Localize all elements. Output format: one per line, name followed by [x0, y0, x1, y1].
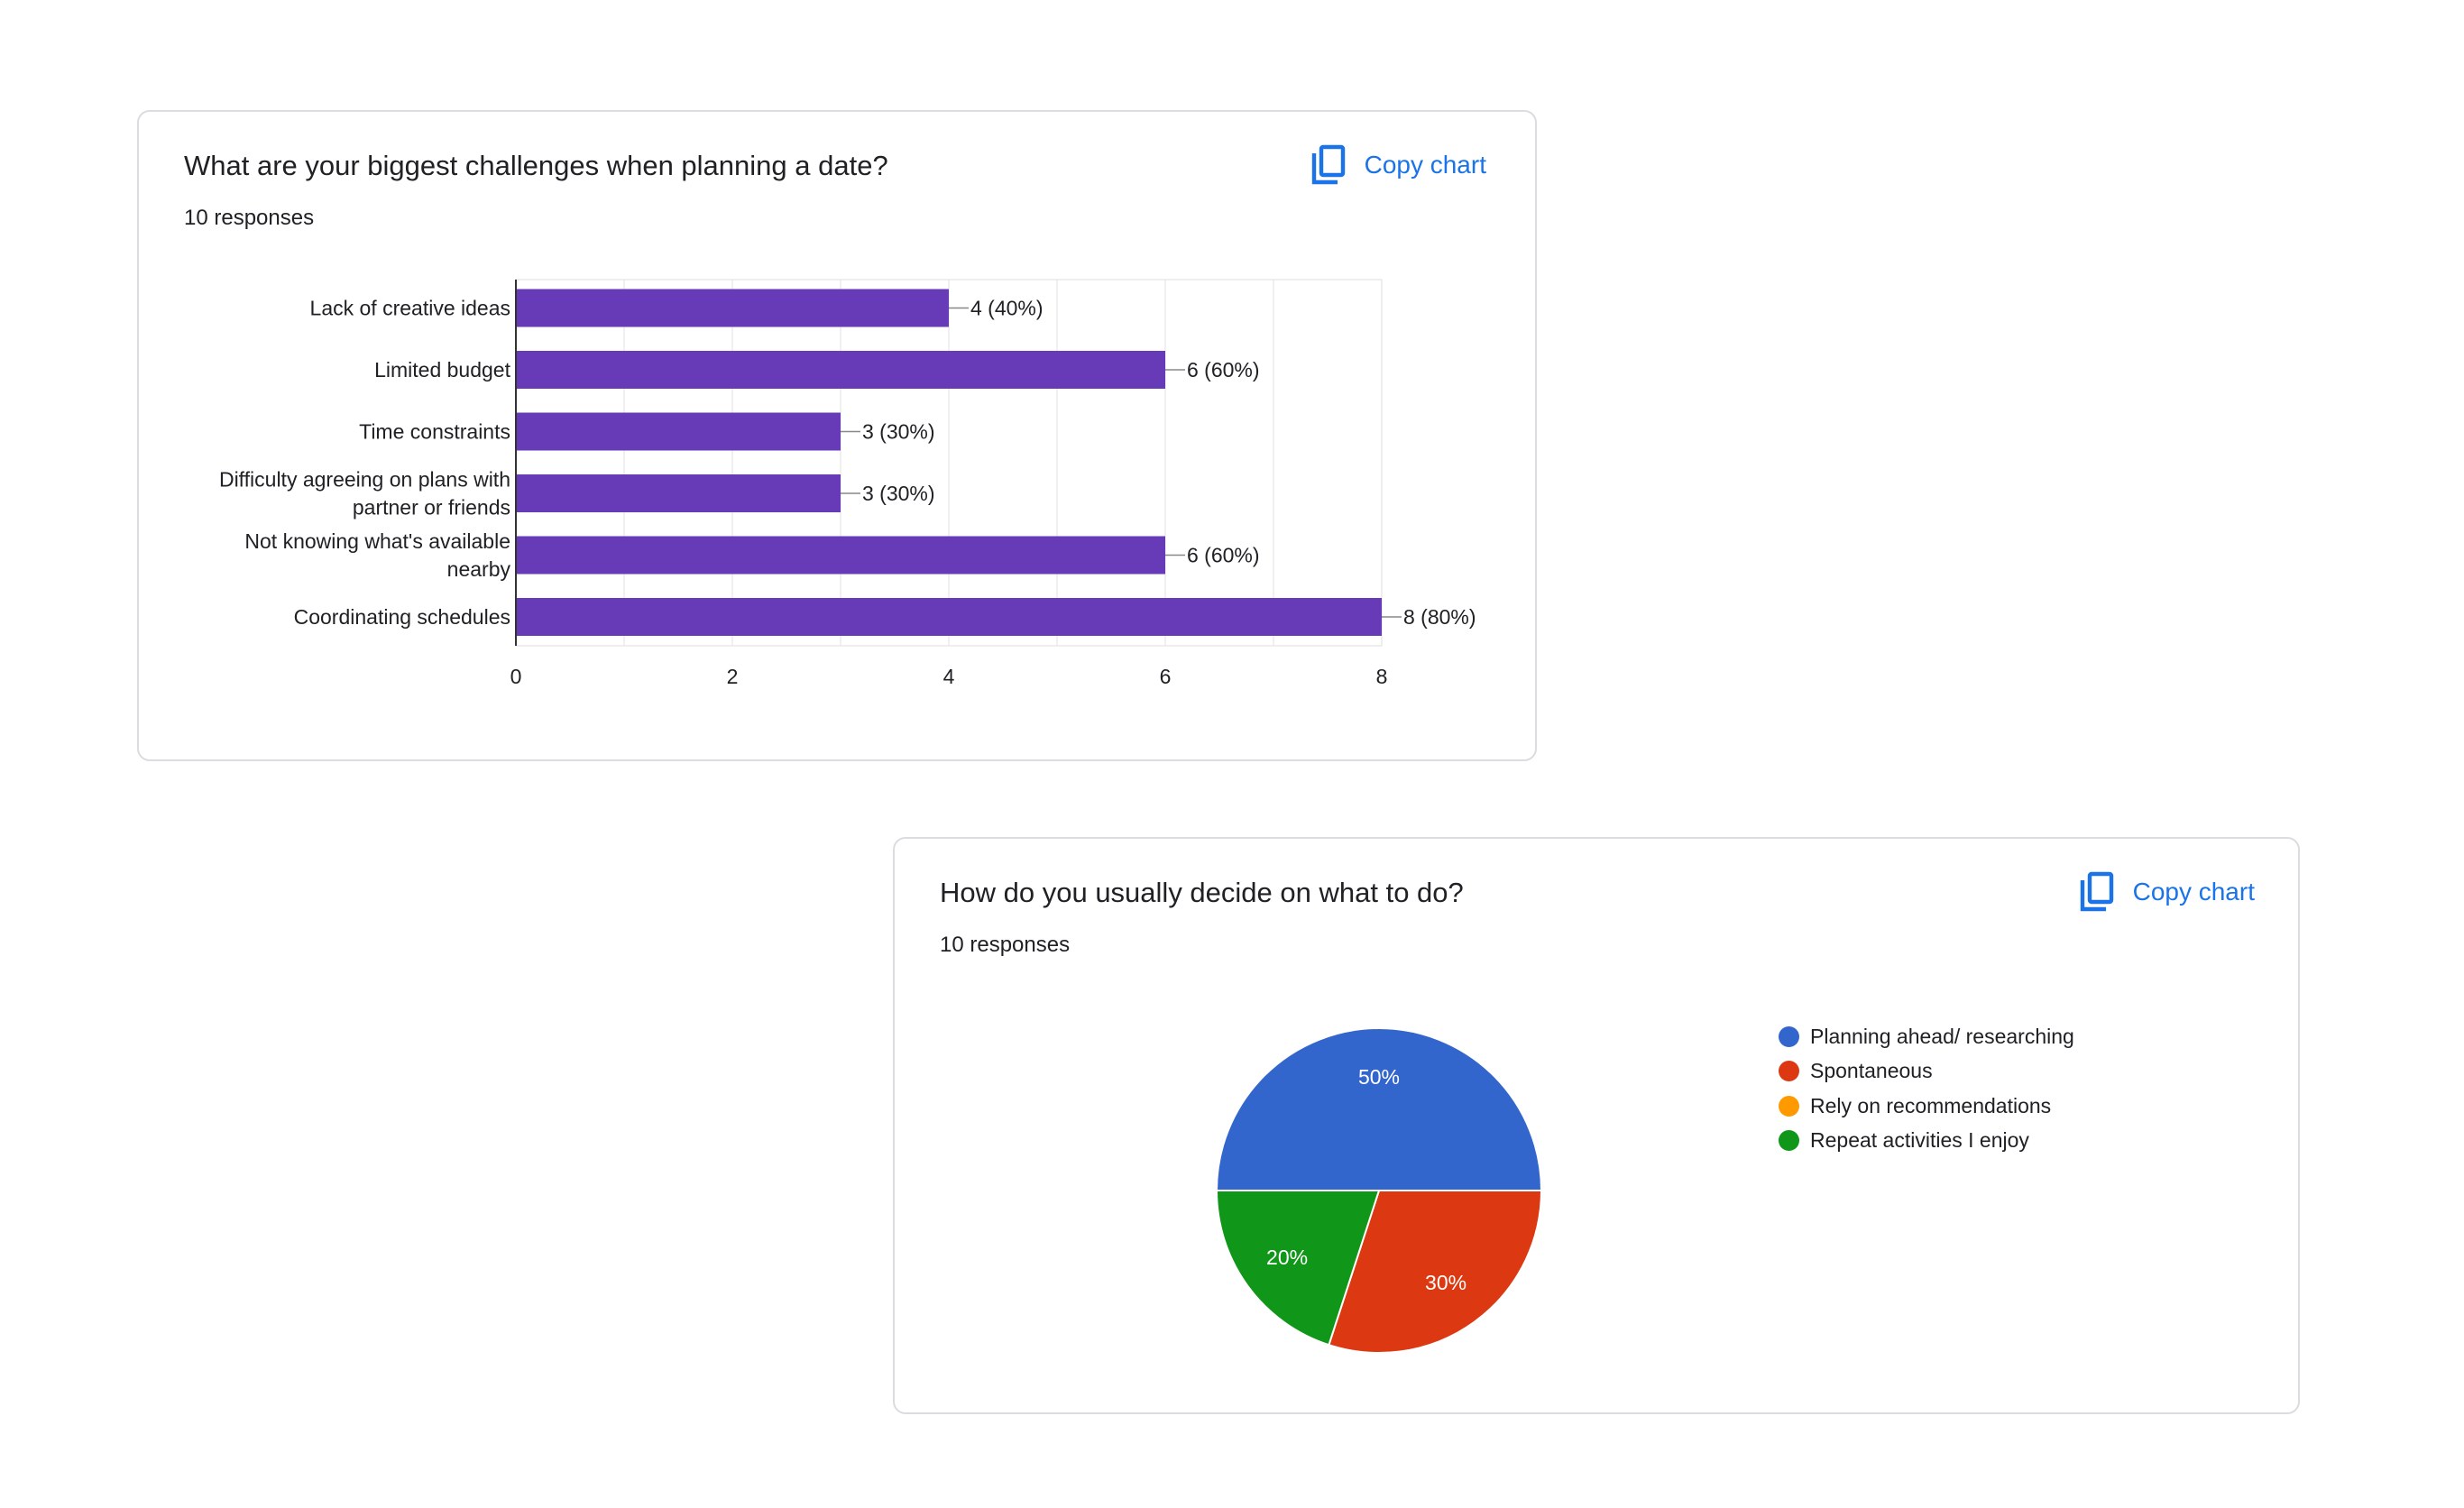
category-label: Coordinating schedules: [294, 605, 510, 629]
category-label: Limited budget: [374, 358, 510, 382]
legend-swatch: [1779, 1025, 1799, 1047]
bar: [516, 351, 1165, 389]
category-label: nearby: [447, 557, 511, 581]
legend-label: Spontaneous: [1810, 1059, 1933, 1083]
question-title: What are your biggest challenges when pl…: [184, 150, 888, 181]
category-label: partner or friends: [353, 496, 510, 520]
pie-slice: [1215, 1027, 1543, 1191]
category-label: Time constraints: [359, 420, 510, 444]
legend-item: Planning ahead/ researching: [1779, 1019, 2074, 1054]
x-tick-label: 4: [943, 665, 955, 688]
copy-icon: [2080, 871, 2113, 912]
slice-label: 30%: [1425, 1271, 1466, 1294]
legend-swatch: [1779, 1130, 1799, 1152]
legend-item: Rely on recommendations: [1779, 1089, 2074, 1124]
bar: [516, 289, 949, 327]
data-label: 3 (30%): [862, 482, 935, 505]
data-label: 4 (40%): [970, 297, 1044, 320]
legend-label: Rely on recommendations: [1810, 1093, 2052, 1117]
category-label: Not knowing what's available: [244, 529, 510, 553]
bar-chart-card: What are your biggest challenges when pl…: [137, 110, 1537, 761]
data-label: 3 (30%): [862, 420, 935, 444]
legend-label: Repeat activities I enjoy: [1810, 1128, 2029, 1153]
copy-chart-label: Copy chart: [2132, 878, 2255, 906]
bar: [516, 412, 841, 451]
pie-slice: [1328, 1190, 1543, 1354]
response-count: 10 responses: [940, 933, 1071, 957]
pie-legend: Planning ahead/ researching Spontaneous Re…: [1779, 1019, 2074, 1158]
data-label: 6 (60%): [1187, 358, 1260, 382]
legend-item: Spontaneous: [1779, 1054, 2074, 1090]
slice-label: 50%: [1358, 1065, 1400, 1089]
legend-swatch: [1779, 1095, 1799, 1117]
legend-swatch: [1779, 1061, 1799, 1082]
category-label: Lack of creative ideas: [310, 297, 510, 320]
data-label: 8 (80%): [1403, 605, 1476, 629]
response-count: 10 responses: [184, 206, 315, 230]
bar-chart: 0 2 4 6 8 4 (40%) Lack of creative ideas 6 (60%…: [219, 279, 1476, 688]
copy-icon: [1311, 144, 1345, 185]
copy-chart-button[interactable]: Copy chart: [1310, 144, 1486, 186]
bar: [516, 536, 1165, 575]
question-title: How do you usually decide on what to do?: [940, 877, 1464, 908]
x-tick-label: 8: [1376, 665, 1388, 688]
x-tick-label: 2: [727, 665, 739, 688]
x-tick-label: 6: [1160, 665, 1172, 688]
pie-chart-card: How do you usually decide on what to do?…: [893, 837, 2300, 1414]
bar: [516, 474, 841, 512]
legend-item: Repeat activities I enjoy: [1779, 1124, 2074, 1159]
copy-chart-label: Copy chart: [1364, 151, 1486, 179]
pie-slice: [1215, 1190, 1381, 1347]
category-label: Difficulty agreeing on plans with: [219, 468, 510, 492]
x-tick-label: 0: [510, 665, 522, 688]
slice-label: 20%: [1266, 1246, 1308, 1269]
bar: [516, 598, 1382, 636]
legend-label: Planning ahead/ researching: [1810, 1024, 2074, 1048]
data-label: 6 (60%): [1187, 544, 1260, 567]
pie-chart: 50% 30% 20%: [1215, 1027, 1543, 1354]
copy-chart-button[interactable]: Copy chart: [2079, 871, 2255, 913]
